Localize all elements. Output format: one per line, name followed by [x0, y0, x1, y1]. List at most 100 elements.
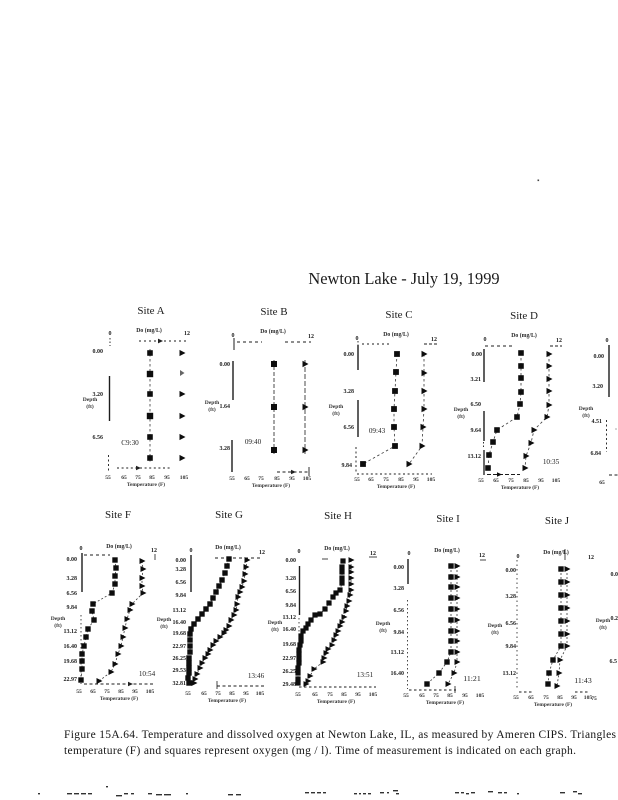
svg-text:Depth: Depth — [454, 407, 469, 413]
svg-text:(ft): (ft) — [86, 403, 94, 410]
svg-text:(ft): (ft) — [491, 629, 499, 636]
svg-text:65: 65 — [312, 692, 318, 698]
svg-text:95: 95 — [355, 692, 361, 698]
svg-text:19.68: 19.68 — [64, 659, 78, 665]
svg-text:9.84: 9.84 — [286, 603, 297, 609]
svg-text:22.97: 22.97 — [173, 644, 187, 650]
svg-text:13.12: 13.12 — [468, 454, 482, 460]
svg-text:Temperature (F): Temperature (F) — [501, 484, 539, 491]
svg-text:Do (mg/L): Do (mg/L) — [543, 549, 569, 556]
svg-text:13.12: 13.12 — [64, 629, 78, 635]
svg-text:Site D: Site D — [510, 310, 538, 322]
svg-text:12: 12 — [259, 550, 265, 556]
svg-text:65: 65 — [90, 689, 96, 695]
svg-text:55: 55 — [105, 475, 111, 481]
svg-text:22.97: 22.97 — [283, 656, 297, 662]
svg-text:29.48: 29.48 — [283, 682, 297, 688]
svg-text:75: 75 — [327, 692, 333, 698]
svg-text:6.56: 6.56 — [344, 425, 355, 431]
svg-text:6.56: 6.56 — [93, 435, 104, 441]
svg-text:Depth: Depth — [51, 616, 66, 622]
svg-text:(ft): (ft) — [582, 412, 590, 419]
svg-text:0: 0 — [606, 338, 609, 344]
svg-text:55: 55 — [403, 693, 409, 699]
svg-text:19.68: 19.68 — [283, 642, 297, 648]
svg-text:55: 55 — [478, 478, 484, 484]
svg-text:6.56: 6.56 — [506, 621, 517, 627]
svg-text:85: 85 — [229, 691, 235, 697]
svg-text:Do (mg/L): Do (mg/L) — [215, 544, 241, 551]
svg-text:3.28: 3.28 — [220, 446, 231, 452]
svg-text:0: 0 — [517, 554, 520, 560]
svg-text:Temperature (F): Temperature (F) — [317, 698, 355, 705]
svg-text:Temperature (F): Temperature (F) — [252, 482, 290, 489]
svg-text:6.56: 6.56 — [67, 591, 78, 597]
svg-text:6.84: 6.84 — [591, 451, 602, 457]
svg-text:0: 0 — [298, 549, 301, 555]
svg-text:105: 105 — [427, 477, 436, 483]
svg-text:75: 75 — [383, 477, 389, 483]
svg-text:0.2: 0.2 — [611, 616, 618, 622]
svg-text:Site G: Site G — [215, 509, 243, 521]
svg-text:12: 12 — [308, 334, 314, 340]
svg-text:85: 85 — [523, 478, 529, 484]
svg-text:12: 12 — [184, 331, 190, 337]
svg-text:13:51: 13:51 — [357, 671, 374, 679]
svg-text:9.64: 9.64 — [471, 428, 482, 434]
svg-text:95: 95 — [243, 691, 249, 697]
svg-text:Temperature (F): Temperature (F) — [377, 483, 415, 490]
svg-text:Depth: Depth — [268, 620, 283, 626]
svg-text:Temperature (F): Temperature (F) — [208, 697, 246, 704]
svg-text:0.00: 0.00 — [93, 349, 104, 355]
svg-text:22.97: 22.97 — [64, 677, 78, 683]
svg-text:Do (mg/L): Do (mg/L) — [260, 328, 286, 335]
svg-text:4.51: 4.51 — [592, 419, 603, 425]
svg-text:Do (mg/L): Do (mg/L) — [106, 543, 132, 550]
svg-text:(ft): (ft) — [54, 622, 62, 629]
svg-text:3.28: 3.28 — [67, 576, 78, 582]
svg-text:Figure 15A.64. Temperature and: Figure 15A.64. Temperature and dissolved… — [64, 729, 617, 741]
svg-text:6.50: 6.50 — [471, 402, 482, 408]
svg-text:65: 65 — [493, 478, 499, 484]
svg-text:11:43: 11:43 — [574, 676, 592, 685]
svg-text:Temperature (F): Temperature (F) — [100, 695, 138, 702]
svg-text:Depth: Depth — [157, 617, 172, 623]
svg-text:6.5: 6.5 — [610, 659, 618, 665]
svg-text:0.00: 0.00 — [67, 557, 78, 563]
svg-text:95: 95 — [164, 475, 170, 481]
svg-text:6.56: 6.56 — [286, 589, 297, 595]
svg-text:09:40: 09:40 — [245, 438, 262, 446]
svg-text:3.28: 3.28 — [286, 576, 297, 582]
svg-text:Temperature (F): Temperature (F) — [127, 481, 165, 488]
svg-text:(ft): (ft) — [599, 624, 607, 631]
svg-text:0.00: 0.00 — [220, 362, 231, 368]
svg-text:85: 85 — [149, 475, 155, 481]
svg-text:6.56: 6.56 — [394, 608, 405, 614]
svg-text:85: 85 — [398, 477, 404, 483]
svg-text:9.84: 9.84 — [394, 630, 405, 636]
svg-text:13.12: 13.12 — [283, 615, 297, 621]
svg-text:75: 75 — [591, 696, 597, 702]
svg-text:Site C: Site C — [385, 309, 412, 321]
svg-text:(ft): (ft) — [332, 410, 340, 417]
svg-text:65: 65 — [201, 691, 207, 697]
svg-text:0: 0 — [109, 331, 112, 337]
svg-text:Temperature (F): Temperature (F) — [534, 701, 572, 708]
svg-text:105: 105 — [256, 691, 265, 697]
svg-text:(ft): (ft) — [457, 413, 465, 420]
svg-text:95: 95 — [413, 477, 419, 483]
svg-text:0.0: 0.0 — [611, 572, 618, 578]
svg-text:6.56: 6.56 — [176, 580, 187, 586]
svg-text:65: 65 — [599, 480, 605, 486]
svg-text:12: 12 — [370, 551, 376, 557]
svg-text:19.68: 19.68 — [173, 631, 187, 637]
svg-text:105: 105 — [369, 692, 378, 698]
svg-text:75: 75 — [433, 693, 439, 699]
svg-text:0.00: 0.00 — [176, 558, 187, 564]
svg-text:32.81: 32.81 — [173, 681, 187, 687]
svg-text:55: 55 — [513, 695, 519, 701]
svg-text:85: 85 — [341, 692, 347, 698]
svg-text:12: 12 — [556, 338, 562, 344]
svg-text:Depth: Depth — [579, 406, 594, 412]
svg-text:95: 95 — [538, 478, 544, 484]
